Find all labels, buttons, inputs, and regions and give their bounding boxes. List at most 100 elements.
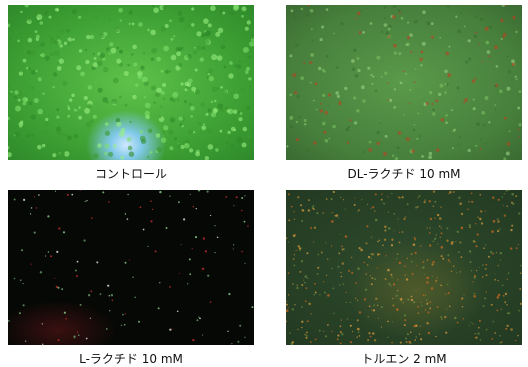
speckle xyxy=(372,332,374,334)
speckle xyxy=(357,300,358,301)
speckle xyxy=(386,31,390,35)
speckle xyxy=(489,26,492,29)
speckle xyxy=(461,213,463,215)
speckle xyxy=(21,249,23,251)
speckle xyxy=(314,227,316,229)
speckle xyxy=(357,328,360,331)
speckle xyxy=(439,37,441,39)
speckle xyxy=(140,136,146,142)
speckle xyxy=(147,29,150,32)
speckle xyxy=(93,115,97,119)
speckle xyxy=(69,98,72,101)
speckle xyxy=(15,106,21,112)
speckle xyxy=(129,23,131,25)
speckle xyxy=(411,253,413,255)
speckle xyxy=(402,302,403,303)
speckle xyxy=(306,335,308,337)
speckle xyxy=(38,194,40,196)
texture xyxy=(8,190,254,345)
speckle xyxy=(396,258,397,259)
speckle xyxy=(308,209,310,211)
speckle xyxy=(145,111,150,116)
speckle xyxy=(459,242,461,244)
speckle xyxy=(364,298,366,300)
speckle xyxy=(434,238,436,240)
speckle xyxy=(387,337,388,338)
speckle xyxy=(225,196,227,198)
speckle xyxy=(31,115,36,120)
speckle xyxy=(497,296,500,299)
speckle xyxy=(433,241,435,243)
speckle xyxy=(314,82,317,85)
speckle xyxy=(377,142,380,145)
speckle xyxy=(447,73,451,77)
speckle xyxy=(17,40,20,43)
speckle xyxy=(73,336,75,338)
speckle xyxy=(100,53,105,58)
speckle xyxy=(415,206,417,208)
speckle xyxy=(286,304,288,306)
speckle xyxy=(288,295,289,296)
speckle xyxy=(397,254,398,255)
speckle xyxy=(321,252,323,254)
speckle xyxy=(421,50,424,53)
speckle xyxy=(426,21,430,25)
speckle xyxy=(90,318,91,319)
speckle xyxy=(131,53,133,55)
speckle xyxy=(108,152,113,157)
speckle xyxy=(444,83,447,86)
speckle xyxy=(472,156,474,158)
speckle xyxy=(288,147,292,151)
speckle xyxy=(102,97,107,102)
speckle xyxy=(420,326,421,327)
speckle xyxy=(26,134,29,137)
speckle xyxy=(368,148,372,152)
speckle xyxy=(483,305,485,307)
speckle xyxy=(14,199,16,201)
speckle xyxy=(34,232,36,234)
speckle xyxy=(307,149,310,152)
speckle xyxy=(64,42,68,46)
speckle xyxy=(520,265,522,267)
speckle xyxy=(496,252,497,253)
speckle xyxy=(391,277,393,279)
speckle xyxy=(27,50,31,54)
speckle xyxy=(138,75,142,79)
speckle xyxy=(48,34,51,37)
speckle xyxy=(393,106,396,109)
speckle xyxy=(494,274,495,275)
speckle xyxy=(27,18,31,22)
speckle xyxy=(286,237,287,239)
speckle xyxy=(393,230,394,231)
speckle xyxy=(429,200,431,202)
speckle xyxy=(374,210,375,211)
speckle xyxy=(472,323,473,324)
speckle xyxy=(396,308,399,311)
speckle xyxy=(405,338,407,340)
speckle xyxy=(407,22,409,24)
speckle xyxy=(390,274,392,276)
speckle xyxy=(305,287,307,289)
speckle xyxy=(515,31,518,34)
speckle xyxy=(50,38,56,44)
speckle xyxy=(377,253,379,255)
speckle xyxy=(511,193,514,196)
speckle xyxy=(507,142,511,146)
speckle xyxy=(475,145,477,147)
speckle xyxy=(497,220,499,222)
speckle xyxy=(30,86,34,90)
speckle xyxy=(52,153,56,157)
speckle xyxy=(403,70,405,72)
speckle xyxy=(174,137,177,140)
speckle xyxy=(413,243,416,246)
speckle xyxy=(45,121,49,125)
speckle xyxy=(195,236,197,238)
speckle xyxy=(303,62,305,64)
speckle xyxy=(405,216,406,217)
speckle xyxy=(173,10,178,15)
speckle xyxy=(327,258,328,259)
speckle xyxy=(127,218,129,220)
speckle xyxy=(209,76,214,81)
speckle xyxy=(347,142,349,144)
speckle xyxy=(411,150,414,153)
